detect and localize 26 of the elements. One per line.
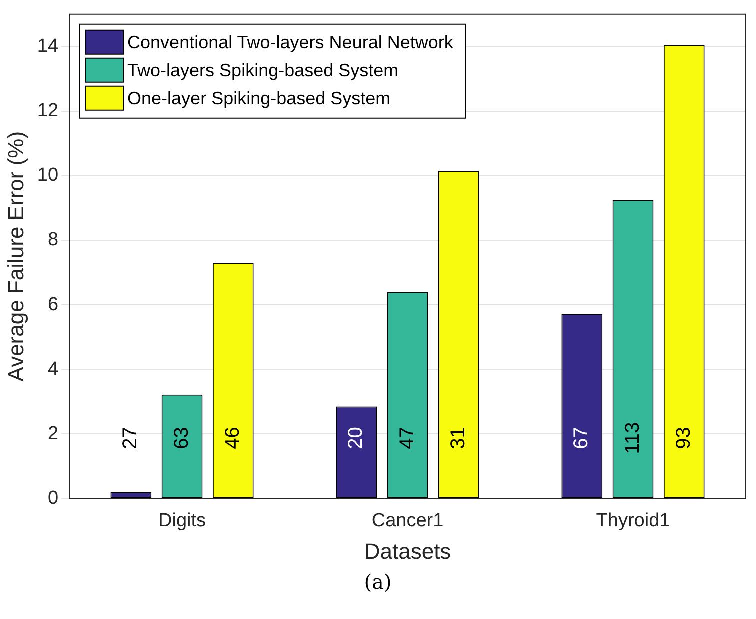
y-tick-label: 6	[48, 294, 59, 316]
legend-label: Two-layers Spiking-based System	[128, 60, 399, 80]
annotation: 113	[622, 422, 644, 454]
x-tick-label: Cancer1	[372, 510, 444, 532]
annotation: 93	[672, 427, 695, 450]
x-tick-label: Digits	[158, 510, 206, 532]
annotation: 20	[345, 427, 368, 450]
annotation: 67	[570, 427, 593, 450]
annotation: 31	[447, 427, 470, 450]
y-axis-title: Average Failure Error (%)	[3, 131, 28, 382]
y-tick-label: 10	[37, 165, 59, 186]
text: (a)	[363, 570, 393, 594]
annotation: 27	[120, 427, 142, 450]
y-tick-label: 2	[48, 423, 59, 444]
y-tick-label: 4	[48, 358, 59, 380]
legend-label: One-layer Spiking-based System	[128, 88, 391, 108]
annotation: 46	[222, 427, 244, 450]
annotation: 63	[170, 427, 193, 450]
legend-label: Conventional Two-layers Neural Network	[128, 32, 454, 52]
annotation: 47	[396, 427, 418, 450]
y-tick-label: 14	[37, 36, 59, 57]
x-tick-label: Thyroid1	[596, 510, 670, 532]
y-tick-label: 0	[48, 488, 59, 510]
x-axis-title: Datasets	[364, 538, 452, 564]
y-tick-label: 12	[37, 100, 59, 122]
y-tick-label: 8	[48, 230, 59, 251]
